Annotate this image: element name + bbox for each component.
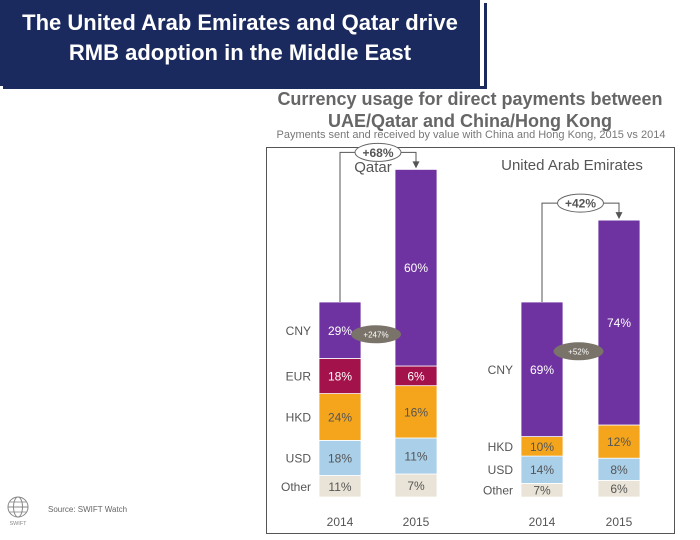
data-label-other-2014: 7% — [533, 484, 551, 498]
data-label-usd-2015: 8% — [610, 463, 628, 477]
bar-segment-usd-2014 — [520, 455, 564, 484]
banner-title: The United Arab Emirates and Qatar drive… — [22, 10, 458, 65]
legend-label-other: Other — [483, 484, 513, 498]
cny-change-label-1: +52% — [568, 347, 589, 356]
data-label-usd-2014: 14% — [530, 463, 554, 477]
x-tick-label-2014: 2014 — [529, 515, 556, 529]
bar-segment-hkd-2015 — [394, 385, 438, 439]
bar-segment-hkd-2015 — [597, 424, 641, 459]
header-banner: The United Arab Emirates and Qatar drive… — [0, 0, 484, 86]
chart-subtitle: Payments sent and received by value with… — [276, 129, 666, 141]
data-label-hkd-2015: 12% — [607, 435, 631, 449]
data-label-cny-2015: 74% — [607, 316, 631, 330]
legend-label-eur: EUR — [286, 370, 312, 384]
panel-title-0: Qatar — [354, 159, 392, 176]
data-label-other-2015: 7% — [407, 479, 425, 493]
total-change-label-1: +42% — [565, 197, 596, 211]
total-change-badge-1 — [557, 193, 604, 213]
data-label-cny-2015: 60% — [404, 261, 428, 275]
bar-segment-cny-2014 — [520, 301, 564, 438]
legend-label-hkd: HKD — [286, 411, 312, 425]
data-label-cny-2014: 69% — [530, 363, 554, 377]
data-label-usd-2015: 11% — [404, 450, 427, 464]
data-label-hkd-2015: 16% — [404, 405, 428, 419]
data-label-cny-2014: 29% — [328, 324, 352, 338]
cny-change-label-0: +247% — [363, 330, 388, 339]
bar-segment-usd-2015 — [394, 437, 438, 475]
bar-segment-usd-2014 — [318, 439, 362, 476]
logo-text: SWIFT — [9, 521, 27, 527]
total-change-badge-0 — [354, 142, 402, 162]
data-label-hkd-2014: 10% — [530, 440, 554, 454]
panel-title-1: United Arab Emirates — [501, 157, 643, 174]
legend-label-cny: CNY — [488, 363, 513, 377]
x-tick-label-2015: 2015 — [606, 515, 633, 529]
x-tick-label-2015: 2015 — [403, 515, 430, 529]
data-label-other-2015: 6% — [610, 482, 628, 496]
x-tick-label-2014: 2014 — [327, 515, 354, 529]
legend-label-usd: USD — [286, 452, 312, 466]
total-change-arrowhead-0 — [412, 161, 420, 169]
swift-globe-icon: SWIFT — [7, 496, 29, 527]
bar-segment-eur-2014 — [318, 358, 362, 394]
legend-label-hkd: HKD — [488, 440, 514, 454]
bar-segment-cny-2015 — [597, 219, 641, 426]
legend-label-other: Other — [281, 480, 311, 494]
source-note: Source: SWIFT Watch — [48, 505, 128, 514]
chart-title: Currency usage for direct payments betwe… — [277, 89, 663, 131]
chart-frame — [266, 147, 675, 534]
bar-segment-cny-2015 — [394, 168, 438, 367]
total-change-arrowhead-1 — [615, 212, 623, 220]
data-label-hkd-2014: 24% — [328, 411, 352, 425]
legend-label-cny: CNY — [286, 324, 311, 338]
bar-segment-hkd-2014 — [318, 393, 362, 441]
data-label-usd-2014: 18% — [328, 452, 352, 466]
cny-change-badge-0 — [351, 325, 401, 344]
total-change-label-0: +68% — [362, 146, 393, 160]
data-label-eur-2014: 18% — [328, 370, 352, 384]
data-label-eur-2015: 6% — [407, 369, 425, 383]
legend-label-usd: USD — [488, 463, 514, 477]
data-label-other-2014: 11% — [328, 480, 351, 494]
cny-change-badge-1 — [553, 342, 604, 361]
